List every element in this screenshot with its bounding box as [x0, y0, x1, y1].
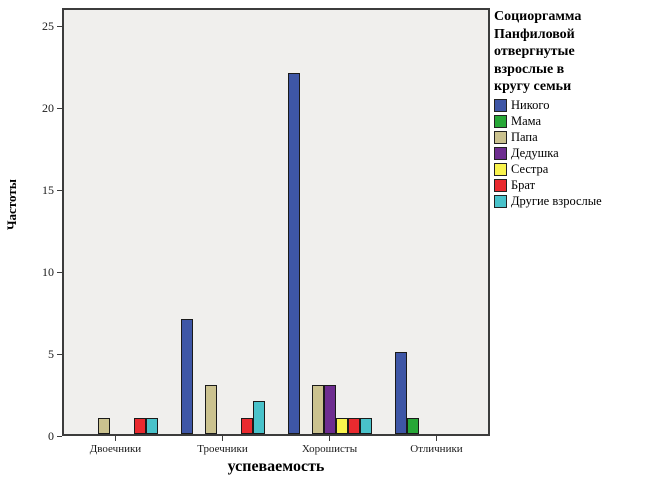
legend-item: Сестра: [494, 161, 652, 176]
legend-title-line: Социоргамма: [494, 9, 582, 24]
plot-area: [62, 8, 490, 436]
legend-title-line: Панфиловой: [494, 26, 575, 42]
bar-другие-взрослые: [145, 417, 158, 434]
y-tick-mark: [57, 353, 62, 355]
y-tick-mark: [57, 435, 62, 437]
legend-item: Мама: [494, 113, 652, 128]
y-tick-label: 0: [48, 429, 54, 443]
legend-item: Папа: [494, 129, 652, 144]
y-tick-mark: [57, 107, 62, 109]
y-tick-label: 20: [42, 101, 54, 115]
bar-брат: [240, 417, 253, 434]
bar-другие-взрослые: [252, 401, 265, 434]
legend-label: Мама: [511, 113, 542, 128]
legend-label: Другие взрослые: [511, 193, 602, 208]
legend-swatch: [494, 162, 507, 176]
bar-мама: [406, 417, 419, 434]
bar-брат: [347, 417, 360, 434]
legend-label: Дедушка: [511, 145, 559, 160]
x-tick-mark: [222, 436, 223, 441]
legend-swatch: [494, 178, 507, 192]
legend-item: Никого: [494, 97, 652, 112]
legend-label: Сестра: [511, 161, 549, 176]
y-tick-mark: [57, 189, 62, 191]
bar-дедушка: [323, 384, 336, 434]
x-category-label: Отличники: [410, 443, 463, 455]
x-tick-mark: [436, 436, 437, 441]
bar-никого: [394, 352, 407, 434]
bar-папа: [97, 417, 110, 434]
y-tick-label: 25: [42, 19, 54, 33]
bar-брат: [133, 417, 146, 434]
legend-title-line: взрослые в: [494, 61, 565, 77]
y-tick-label: 5: [48, 347, 54, 361]
legend-item: Дедушка: [494, 145, 652, 160]
legend-swatch: [494, 194, 507, 208]
bar-никого: [180, 319, 193, 434]
legend-label: Папа: [511, 129, 538, 144]
legend-title-line: кругу семьи: [494, 79, 572, 94]
y-tick-mark: [57, 271, 62, 273]
y-axis-title: Частоты: [4, 179, 19, 230]
bar-сестра: [335, 417, 348, 434]
y-tick-label: 15: [42, 183, 54, 197]
y-tick-label: 10: [42, 265, 54, 279]
bar-папа: [311, 384, 324, 434]
x-category-label: Троечники: [197, 443, 248, 455]
x-tick-mark: [329, 436, 330, 441]
legend-items: Никого Мама Папа Дедушка Сестра Брат Другие вз…: [494, 97, 652, 208]
legend-title-line: отвергнутые: [494, 44, 575, 59]
legend-item: Брат: [494, 177, 652, 192]
legend-swatch: [494, 114, 507, 128]
legend-swatch: [494, 146, 507, 160]
x-category-label: Хорошисты: [301, 443, 358, 455]
legend-label: Брат: [511, 177, 536, 192]
legend: Социоргамма Панфиловой отвергнутые взрослые…: [494, 8, 652, 208]
x-axis-title: успеваемость: [227, 458, 325, 475]
x-category-label: Двоечники: [89, 443, 142, 455]
legend-swatch: [494, 98, 507, 112]
legend-label: Никого: [511, 97, 550, 112]
bar-папа: [204, 384, 217, 434]
bar-другие-взрослые: [359, 417, 372, 434]
y-tick-mark: [57, 25, 62, 27]
bar-никого: [287, 73, 300, 434]
legend-swatch: [494, 130, 507, 144]
legend-title: Социоргамма Панфиловой отвергнутые взрослые…: [494, 8, 652, 96]
x-tick-mark: [115, 436, 116, 441]
legend-item: Другие взрослые: [494, 193, 652, 208]
